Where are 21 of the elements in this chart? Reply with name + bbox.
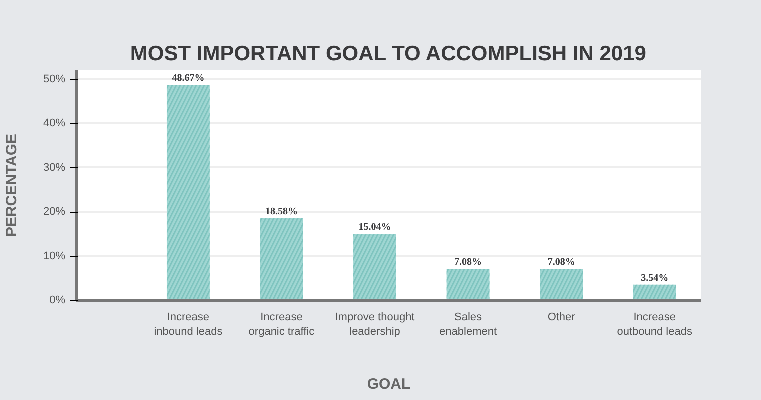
y-tick-label: 0% (50, 294, 66, 306)
x-tick-label: Other (548, 312, 576, 324)
data-label: 7.08% (548, 257, 576, 268)
data-label: 18.58% (265, 206, 298, 218)
y-tick-label: 10% (43, 250, 66, 262)
x-tick-label: Sales enablement (440, 312, 498, 338)
y-tick-label: 30% (43, 162, 66, 174)
x-tick-label: Increase organic traffic (248, 312, 316, 338)
data-label: 7.08% (454, 257, 482, 268)
x-tick-label: Increase inbound leads (154, 312, 224, 338)
x-tick-label: Improve thought leadership (335, 312, 415, 338)
data-label: 15.04% (358, 222, 392, 233)
data-label: 48.67% (172, 73, 205, 84)
x-axis-title: GOAL (367, 376, 411, 393)
y-axis-title: PERCENTAGE (3, 134, 20, 238)
data-label: 3.54% (641, 272, 669, 284)
chart-title: MOST IMPORTANT GOAL TO ACCOMPLISH IN 2019 (130, 42, 646, 66)
y-tick-label: 50% (43, 73, 66, 86)
y-tick-label: 20% (43, 206, 66, 218)
y-tick-label: 40% (43, 118, 66, 130)
x-tick-label: Increase outbound leads (617, 312, 693, 338)
